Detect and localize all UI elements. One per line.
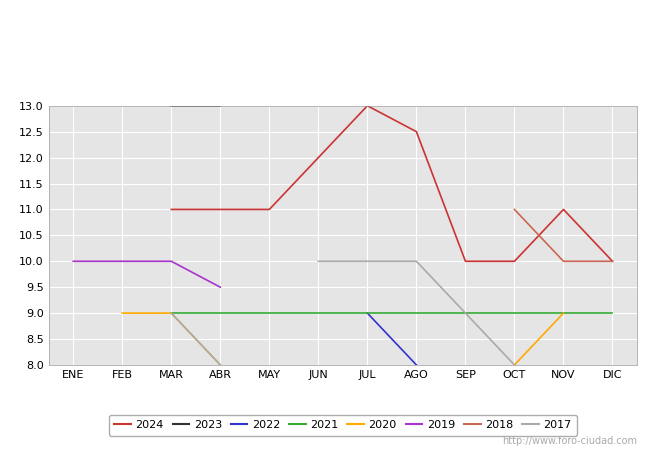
2017 [168, 310, 176, 316]
Line: 2019: 2019 [73, 261, 220, 287]
2021 [510, 310, 518, 316]
2022 [363, 310, 371, 316]
2022 [413, 362, 421, 368]
2021 [363, 310, 371, 316]
2021 [608, 310, 616, 316]
2020 [118, 310, 126, 316]
2019 [168, 259, 176, 264]
2024 [265, 207, 273, 212]
2024 [608, 259, 616, 264]
2023 [216, 103, 224, 108]
2021 [315, 310, 322, 316]
Text: Afiliados en Bijuesca a 31/5/2024: Afiliados en Bijuesca a 31/5/2024 [187, 14, 463, 32]
2021 [560, 310, 567, 316]
Legend: 2024, 2023, 2022, 2021, 2020, 2019, 2018, 2017: 2024, 2023, 2022, 2021, 2020, 2019, 2018… [109, 414, 577, 436]
2020 [168, 310, 176, 316]
2021 [168, 310, 176, 316]
2024 [510, 259, 518, 264]
2018 [560, 259, 567, 264]
Text: http://www.foro-ciudad.com: http://www.foro-ciudad.com [502, 436, 637, 446]
2021 [216, 310, 224, 316]
2024 [216, 207, 224, 212]
2017 [216, 362, 224, 368]
2023 [168, 103, 176, 108]
2019 [118, 259, 126, 264]
Line: 2018: 2018 [514, 209, 612, 261]
2019 [70, 259, 77, 264]
Line: 2022: 2022 [367, 313, 417, 365]
2024 [560, 207, 567, 212]
2024 [168, 207, 176, 212]
2019 [216, 284, 224, 290]
2021 [462, 310, 469, 316]
Line: 2024: 2024 [172, 106, 612, 261]
2024 [462, 259, 469, 264]
2020 [216, 362, 224, 368]
2018 [608, 259, 616, 264]
2021 [265, 310, 273, 316]
2021 [413, 310, 421, 316]
2024 [413, 129, 421, 135]
2018 [510, 207, 518, 212]
2024 [315, 155, 322, 160]
Line: 2017: 2017 [172, 313, 220, 365]
Line: 2020: 2020 [122, 313, 220, 365]
2024 [363, 103, 371, 108]
